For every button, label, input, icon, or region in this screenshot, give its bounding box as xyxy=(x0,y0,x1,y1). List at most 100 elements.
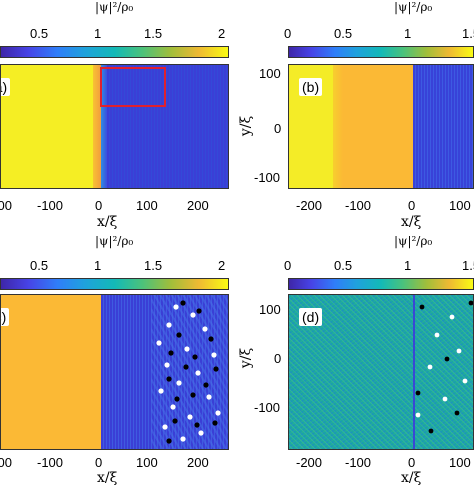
antivortex-marker xyxy=(419,304,425,310)
y-axis-label-b: y/ξ xyxy=(238,115,255,137)
x-tick-c-1: -100 xyxy=(37,455,64,470)
vortex-marker xyxy=(442,396,448,402)
colorbar-tick-d-0: 0 xyxy=(284,258,292,273)
antivortex-marker xyxy=(428,428,434,434)
vortex-marker xyxy=(206,394,212,400)
antivortex-marker xyxy=(168,350,174,356)
colorbar-tick-d-1: 0.5 xyxy=(334,258,353,273)
x-tick-d-2: 0 xyxy=(408,455,416,470)
vortex-marker xyxy=(184,346,190,352)
vortex-marker xyxy=(198,430,204,436)
colorbar-tick-b-3: 1.5 xyxy=(462,26,474,41)
vortex-marker xyxy=(158,388,164,394)
vortex-marker xyxy=(170,404,176,410)
colorbar-tick-a-1: 1 xyxy=(94,26,102,41)
plot-area-a: (a) xyxy=(0,64,229,189)
plot-area-c: (c) xyxy=(0,294,229,450)
vortex-markers-c xyxy=(156,300,221,444)
inset-box xyxy=(100,67,166,107)
vortex-marker xyxy=(462,378,468,384)
colorbar-tick-b-1: 0.5 xyxy=(334,26,353,41)
y-axis-label-d: y/ξ xyxy=(238,347,255,369)
vortex-marker xyxy=(164,362,170,368)
x-axis-label-b: x/ξ xyxy=(401,214,422,230)
colorbar-a xyxy=(0,46,229,58)
colorbar-label-d: |ψ|²/ρ₀ xyxy=(394,234,433,248)
colorbar-label-c: |ψ|²/ρ₀ xyxy=(95,234,134,248)
antivortex-marker xyxy=(415,390,421,396)
antivortex-marker xyxy=(194,422,200,428)
vortex-marker xyxy=(173,304,179,310)
antivortex-marker xyxy=(174,396,180,402)
antivortex-marker xyxy=(196,308,202,314)
colorbar-c xyxy=(0,278,229,290)
x-tick-d-3: 100 xyxy=(449,455,471,470)
antivortex-marker xyxy=(172,418,178,424)
x-tick-c-4: 200 xyxy=(187,455,209,470)
colorbar-tick-b-2: 1 xyxy=(404,26,412,41)
x-axis-label-c: x/ξ xyxy=(97,470,118,486)
vortex-marker xyxy=(166,322,172,328)
antivortex-marker xyxy=(444,356,450,362)
x-tick-c-0: -200 xyxy=(0,455,13,470)
density-region-low xyxy=(107,65,228,188)
x-tick-a-0: -200 xyxy=(0,198,13,213)
x-tick-d-1: -100 xyxy=(345,455,372,470)
panel-label-b: (b) xyxy=(299,78,323,96)
antivortex-marker xyxy=(468,300,473,306)
vortex-marker xyxy=(215,410,221,416)
x-axis-label-a: x/ξ xyxy=(97,214,118,230)
colorbar-label-a: |ψ|²/ρ₀ xyxy=(95,0,134,14)
colorbar-tick-a-0: 0.5 xyxy=(30,26,49,41)
colorbar-tick-c-3: 2 xyxy=(218,258,226,273)
panel-label-a: (a) xyxy=(1,78,11,96)
x-tick-b-0: -200 xyxy=(296,198,323,213)
density-region-transition xyxy=(93,65,101,188)
plot-area-b: (b) xyxy=(288,64,474,189)
density-region-mid xyxy=(343,65,413,188)
colorbar-tick-d-3: 1.5 xyxy=(462,258,474,273)
vortex-marker xyxy=(195,370,201,376)
colorbar-tick-c-2: 1.5 xyxy=(144,258,163,273)
y-tick-d-0: 100 xyxy=(259,302,281,317)
vortex-marker xyxy=(187,414,193,420)
boundary-line xyxy=(413,295,415,449)
colorbar-tick-a-3: 2 xyxy=(218,26,226,41)
vortex-marker xyxy=(202,326,208,332)
antivortex-marker xyxy=(166,376,172,382)
colorbar-tick-c-1: 1 xyxy=(94,258,102,273)
x-tick-a-2: 0 xyxy=(95,198,103,213)
antivortex-marker xyxy=(176,332,182,338)
y-tick-b-0: 100 xyxy=(259,66,281,81)
y-tick-d-2: -100 xyxy=(254,400,281,415)
colorbar-d xyxy=(288,278,474,290)
vortex-marker xyxy=(434,332,440,338)
antivortex-marker xyxy=(183,364,189,370)
colorbar-tick-c-0: 0.5 xyxy=(30,258,49,273)
x-tick-b-1: -100 xyxy=(345,198,372,213)
vortex-marker xyxy=(415,412,421,418)
density-region-transition xyxy=(333,65,343,188)
panel-label-c: (c) xyxy=(1,308,10,326)
antivortex-marker xyxy=(180,300,186,306)
colorbar-tick-a-2: 1.5 xyxy=(144,26,163,41)
vortex-marker xyxy=(190,312,196,318)
vortex-marker xyxy=(162,424,168,430)
vortex-marker xyxy=(427,364,433,370)
x-tick-a-3: 100 xyxy=(136,198,158,213)
colorbar-tick-d-2: 1 xyxy=(404,258,412,273)
x-tick-d-0: -200 xyxy=(296,455,323,470)
x-tick-c-2: 0 xyxy=(95,455,103,470)
x-tick-c-3: 100 xyxy=(136,455,158,470)
x-tick-b-3: 100 xyxy=(449,198,471,213)
x-tick-b-2: 0 xyxy=(408,198,416,213)
antivortex-marker xyxy=(190,392,196,398)
density-region-mid xyxy=(1,295,101,449)
antivortex-marker xyxy=(454,410,460,416)
vortex-marker xyxy=(156,340,162,346)
density-region-low xyxy=(413,65,473,188)
density-region-boundary xyxy=(101,65,107,188)
antivortex-marker xyxy=(192,354,198,360)
antivortex-marker xyxy=(208,336,214,342)
vortex-marker xyxy=(449,314,455,320)
